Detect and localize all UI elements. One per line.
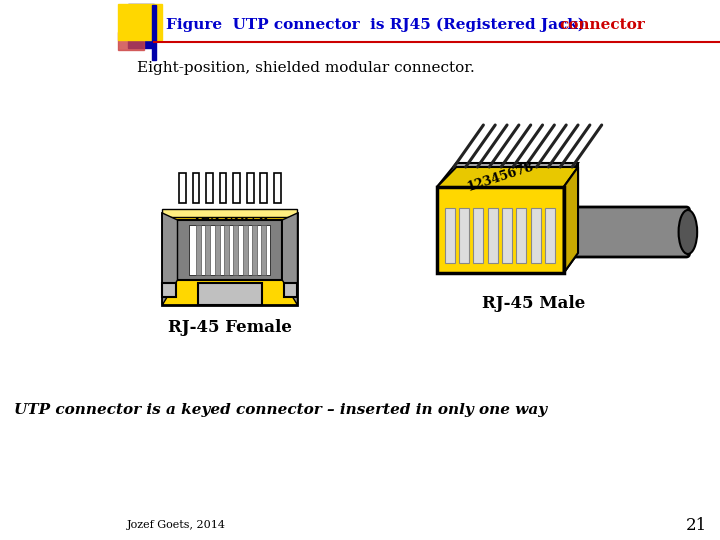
Bar xyxy=(531,208,541,263)
Text: RJ-45 Female: RJ-45 Female xyxy=(168,319,292,335)
Text: Eight-position, shielded modular connector.: Eight-position, shielded modular connect… xyxy=(137,61,474,75)
Bar xyxy=(243,225,248,275)
Bar xyxy=(196,225,201,275)
Bar xyxy=(224,225,229,275)
Bar xyxy=(274,173,281,203)
Bar xyxy=(284,283,297,297)
Bar xyxy=(502,208,512,263)
Bar xyxy=(177,220,282,280)
Bar xyxy=(459,208,469,263)
Text: Figure  UTP connector  is RJ45 (Registered Jack): Figure UTP connector is RJ45 (Registered… xyxy=(166,18,590,32)
Text: 12345678: 12345678 xyxy=(465,160,536,194)
Bar xyxy=(118,4,162,40)
Text: Jozef Goets, 2014: Jozef Goets, 2014 xyxy=(127,520,226,530)
Polygon shape xyxy=(437,167,578,187)
Text: UTP connector is a keyed connector – inserted in only one way: UTP connector is a keyed connector – ins… xyxy=(14,403,547,417)
Bar xyxy=(444,208,454,263)
Bar xyxy=(162,283,176,297)
Polygon shape xyxy=(564,167,578,273)
Bar xyxy=(198,283,262,305)
Bar xyxy=(193,173,199,203)
Bar xyxy=(516,208,526,263)
FancyBboxPatch shape xyxy=(560,207,690,257)
Bar xyxy=(162,209,297,217)
Bar xyxy=(487,208,498,263)
Bar xyxy=(233,225,238,275)
Bar xyxy=(233,173,240,203)
Polygon shape xyxy=(282,213,297,305)
Text: connector: connector xyxy=(559,18,645,32)
Bar xyxy=(179,173,186,203)
Bar xyxy=(261,225,266,275)
Polygon shape xyxy=(162,213,177,305)
Bar xyxy=(206,173,213,203)
Bar xyxy=(189,225,271,275)
Polygon shape xyxy=(437,163,578,187)
Text: 21: 21 xyxy=(686,516,707,534)
Bar xyxy=(205,225,210,275)
Bar xyxy=(220,173,227,203)
Text: 12345678: 12345678 xyxy=(192,209,269,223)
Bar xyxy=(545,208,555,263)
Bar xyxy=(252,225,257,275)
Text: RJ-45 Male: RJ-45 Male xyxy=(482,294,585,312)
Bar xyxy=(473,208,483,263)
Bar xyxy=(215,225,220,275)
Bar xyxy=(118,32,144,50)
Bar xyxy=(247,173,253,203)
Bar xyxy=(437,187,564,273)
Ellipse shape xyxy=(678,210,697,254)
Polygon shape xyxy=(564,163,578,273)
Bar xyxy=(128,4,154,48)
Bar xyxy=(261,173,267,203)
Bar xyxy=(152,5,156,60)
Bar xyxy=(437,187,564,273)
Bar xyxy=(162,213,297,305)
